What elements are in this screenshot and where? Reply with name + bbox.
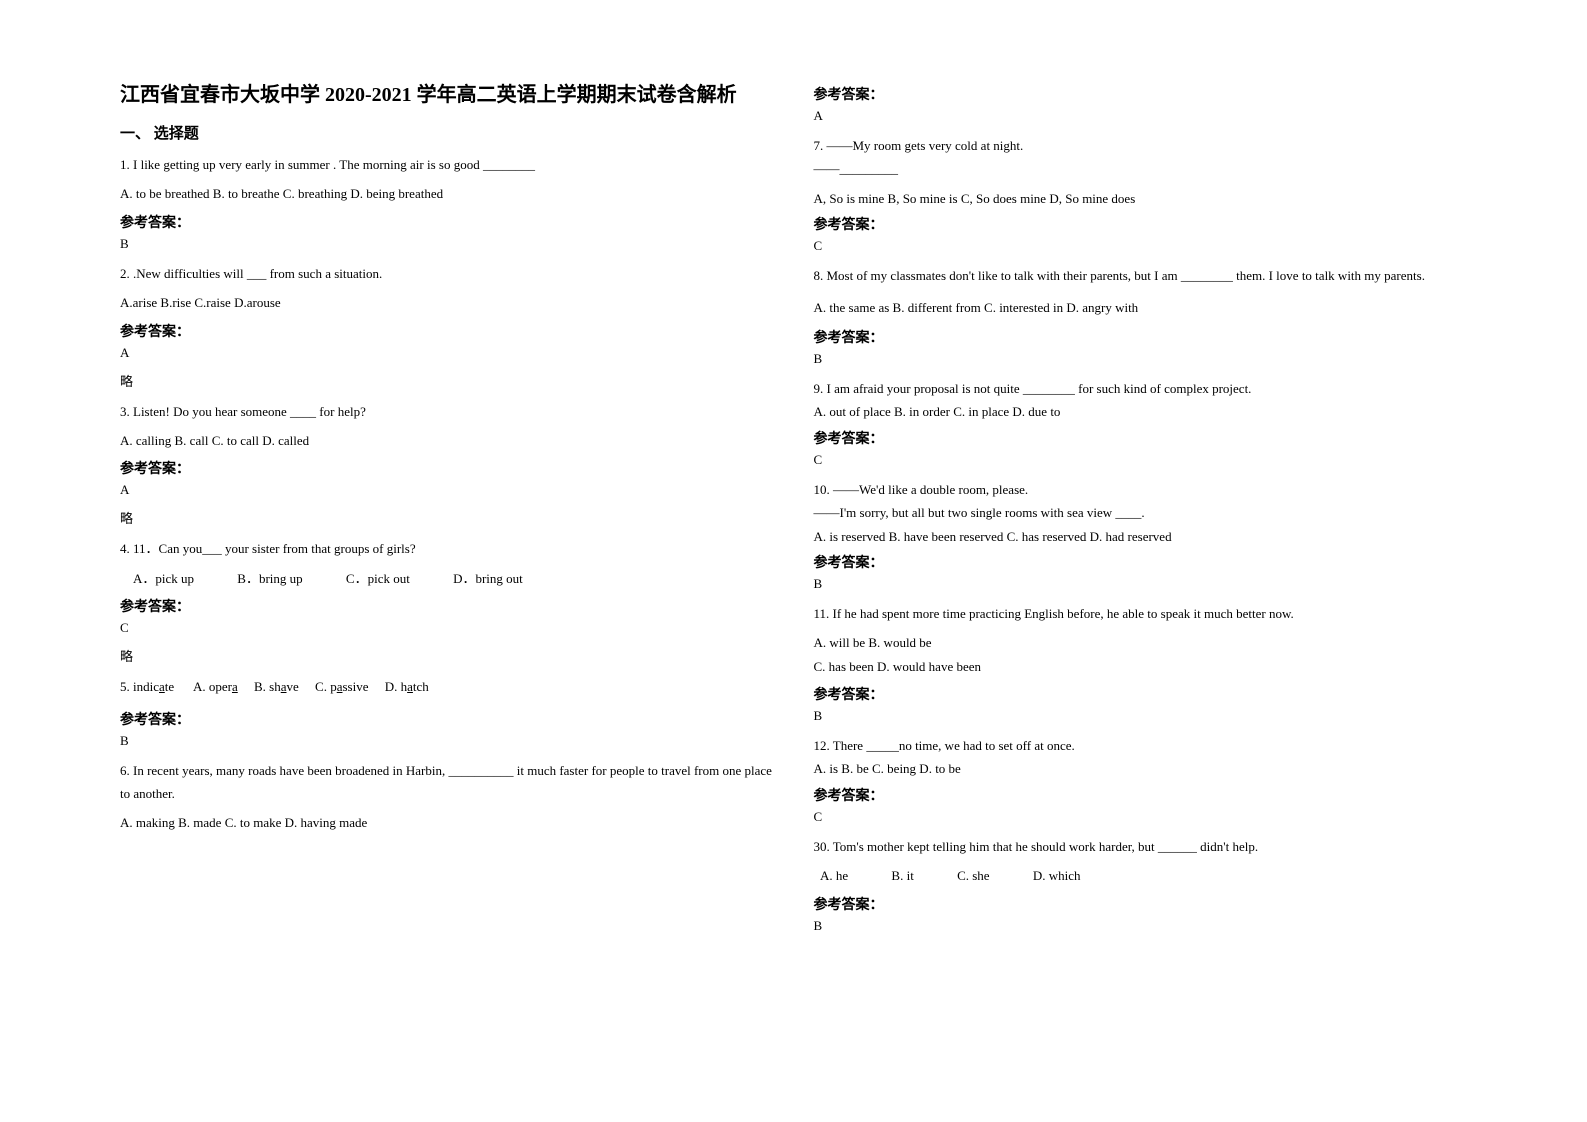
q5-c-pre: C. p xyxy=(315,679,337,694)
q10-answer-label: 参考答案： xyxy=(814,552,1468,572)
q12-answer-label: 参考答案： xyxy=(814,785,1468,805)
q13-opt-d: D. which xyxy=(1033,864,1081,887)
q1-text: 1. I like getting up very early in summe… xyxy=(120,153,774,176)
q3-text: 3. Listen! Do you hear someone ____ for … xyxy=(120,400,774,423)
q6-options: A. making B. made C. to make D. having m… xyxy=(120,811,774,834)
q5-a-pre: A. oper xyxy=(193,679,232,694)
q11-answer: B xyxy=(814,708,1468,724)
q13-text: 30. Tom's mother kept telling him that h… xyxy=(814,835,1468,858)
q13-opt-b: B. it xyxy=(891,864,913,887)
q6-answer: A xyxy=(814,108,1468,124)
q12-text: 12. There _____no time, we had to set of… xyxy=(814,734,1468,757)
q11-text: 11. If he had spent more time practicing… xyxy=(814,602,1468,625)
q10-text2: ——I'm sorry, but all but two single room… xyxy=(814,501,1468,524)
q3-skip: 略 xyxy=(120,508,774,527)
q6-text: 6. In recent years, many roads have been… xyxy=(120,759,774,806)
q10-answer: B xyxy=(814,576,1468,592)
q4-options: A．pick up B．bring up C．pick out D．bring … xyxy=(120,567,774,590)
q5-text: 5. indicate A. opera B. shave C. passive… xyxy=(120,675,774,698)
q5-post: te xyxy=(165,679,174,694)
q1-answer: B xyxy=(120,236,774,252)
q8-answer: B xyxy=(814,351,1468,367)
q10-options: A. is reserved B. have been reserved C. … xyxy=(814,525,1468,548)
q2-options: A.arise B.rise C.raise D.arouse xyxy=(120,291,774,314)
q7-options: A, So is mine B, So mine is C, So does m… xyxy=(814,187,1468,210)
q7-text2: ——_________ xyxy=(814,157,1468,180)
q8-answer-label: 参考答案： xyxy=(814,327,1468,347)
q1-answer-label: 参考答案： xyxy=(120,212,774,232)
q5-d-post: tch xyxy=(413,679,429,694)
q3-answer: A xyxy=(120,482,774,498)
q10-text1: 10. ——We'd like a double room, please. xyxy=(814,478,1468,501)
q9-answer-label: 参考答案： xyxy=(814,428,1468,448)
q3-answer-label: 参考答案： xyxy=(120,458,774,478)
q9-options: A. out of place B. in order C. in place … xyxy=(814,400,1468,423)
q13-answer: B xyxy=(814,918,1468,934)
q5-b-post: ve xyxy=(287,679,299,694)
q9-text: 9. I am afraid your proposal is not quit… xyxy=(814,377,1468,400)
q12-options: A. is B. be C. being D. to be xyxy=(814,757,1468,780)
q4-opt-d: D．bring out xyxy=(453,567,523,590)
q4-skip: 略 xyxy=(120,646,774,665)
q8-text: 8. Most of my classmates don't like to t… xyxy=(814,264,1468,287)
q7-text1: 7. ——My room gets very cold at night. xyxy=(814,134,1468,157)
q5-d-pre: D. h xyxy=(385,679,407,694)
q9-answer: C xyxy=(814,452,1468,468)
q2-skip: 略 xyxy=(120,371,774,390)
q2-text: 2. .New difficulties will ___ from such … xyxy=(120,262,774,285)
q4-opt-c: C．pick out xyxy=(346,567,410,590)
q4-answer: C xyxy=(120,620,774,636)
q13-options: A. he B. it C. she D. which xyxy=(814,864,1468,887)
q5-b-pre: B. sh xyxy=(254,679,281,694)
q5-c-post: ssive xyxy=(343,679,369,694)
q11-answer-label: 参考答案： xyxy=(814,684,1468,704)
q5-pre: 5. indic xyxy=(120,679,159,694)
q11-options1: A. will be B. would be xyxy=(814,631,1468,654)
q7-answer: C xyxy=(814,238,1468,254)
q6-answer-label: 参考答案： xyxy=(814,84,1468,104)
q3-options: A. calling B. call C. to call D. called xyxy=(120,429,774,452)
q4-opt-b: B．bring up xyxy=(237,567,302,590)
q1-options: A. to be breathed B. to breathe C. breat… xyxy=(120,182,774,205)
q8-options: A. the same as B. different from C. inte… xyxy=(814,296,1468,319)
section-header: 一、 选择题 xyxy=(120,122,774,143)
q5-answer-label: 参考答案： xyxy=(120,709,774,729)
q2-answer-label: 参考答案： xyxy=(120,321,774,341)
q13-opt-a: A. he xyxy=(820,864,848,887)
q7-answer-label: 参考答案： xyxy=(814,214,1468,234)
q13-answer-label: 参考答案： xyxy=(814,894,1468,914)
q4-opt-a: A．pick up xyxy=(133,567,194,590)
right-column: 参考答案： A 7. ——My room gets very cold at n… xyxy=(794,80,1488,1082)
q5-a-u: a xyxy=(232,679,238,694)
q2-answer: A xyxy=(120,345,774,361)
q4-answer-label: 参考答案： xyxy=(120,596,774,616)
q4-text: 4. 11．Can you___ your sister from that g… xyxy=(120,537,774,560)
q12-answer: C xyxy=(814,809,1468,825)
q11-options2: C. has been D. would have been xyxy=(814,655,1468,678)
page-title: 江西省宜春市大坂中学 2020-2021 学年高二英语上学期期末试卷含解析 xyxy=(120,80,774,110)
q5-answer: B xyxy=(120,733,774,749)
left-column: 江西省宜春市大坂中学 2020-2021 学年高二英语上学期期末试卷含解析 一、… xyxy=(100,80,794,1082)
q13-opt-c: C. she xyxy=(957,864,990,887)
